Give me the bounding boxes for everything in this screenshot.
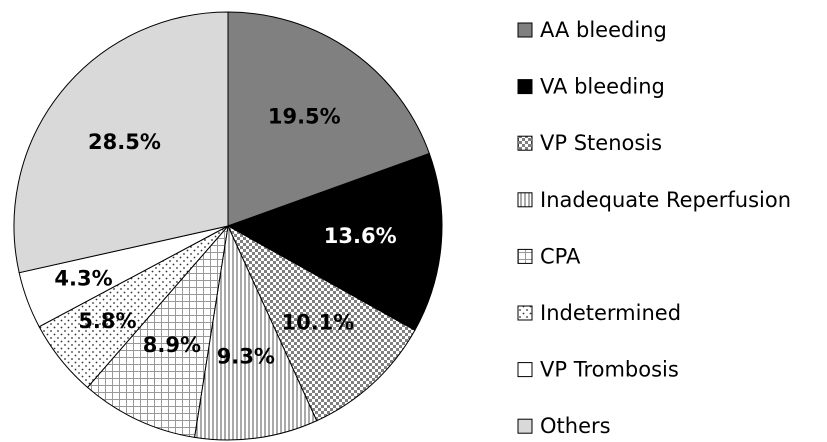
legend-swatch xyxy=(517,248,533,264)
data-label: 8.9% xyxy=(143,333,201,357)
legend-swatch xyxy=(517,22,533,38)
legend-swatch xyxy=(517,135,533,151)
data-label: 13.6% xyxy=(324,224,397,248)
legend-label: VP Trombosis xyxy=(540,358,679,382)
pie-slice xyxy=(227,11,430,227)
legend-label: AA bleeding xyxy=(540,18,667,42)
legend-swatch xyxy=(517,79,533,95)
pie-slice xyxy=(226,224,416,422)
data-label: 10.1% xyxy=(281,311,354,335)
data-label: 4.3% xyxy=(54,267,112,291)
data-label: 5.8% xyxy=(78,309,136,333)
legend-label: Indetermined xyxy=(540,301,681,325)
legend-label: VP Stenosis xyxy=(540,131,662,155)
legend-swatch xyxy=(517,362,533,378)
legend-swatch xyxy=(517,192,533,208)
pie-slice xyxy=(86,224,229,438)
legend-label: Inadequate Reperfusion xyxy=(540,188,791,212)
pie-slice xyxy=(226,152,443,331)
legend-swatch xyxy=(517,305,533,321)
pie-slice xyxy=(13,11,229,274)
data-label: 9.3% xyxy=(217,344,275,368)
data-label: 28.5% xyxy=(88,130,161,154)
legend-label: Others xyxy=(540,414,611,438)
legend-label: CPA xyxy=(540,244,581,268)
pie-slice xyxy=(193,224,318,441)
legend-swatch xyxy=(517,418,533,434)
legend-label: VA bleeding xyxy=(540,75,665,99)
data-label: 19.5% xyxy=(268,104,341,128)
